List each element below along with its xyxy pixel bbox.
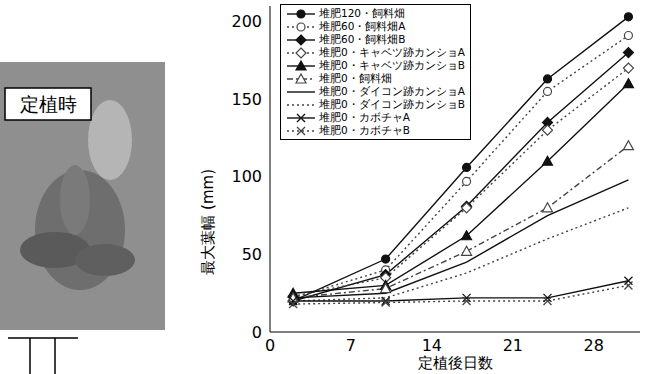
html-text:堆肥0・飼料畑: 堆肥0・飼料畑 <box>319 72 392 84</box>
svg-text:50: 50 <box>242 245 262 264</box>
html-text:堆肥0・カボチャA: 堆肥0・カボチャA <box>319 111 410 123</box>
svg-text:100: 100 <box>231 167 262 186</box>
html-text:堆肥60・飼料畑A: 堆肥60・飼料畑A <box>319 20 406 32</box>
html-text:堆肥0・キャベツ跡カンショA: 堆肥0・キャベツ跡カンショA <box>319 46 465 58</box>
svg-text:14: 14 <box>422 336 442 355</box>
svg-text:7: 7 <box>346 336 356 355</box>
svg-text:定植時: 定植時 <box>20 93 77 115</box>
svg-text:200: 200 <box>231 12 262 31</box>
svg-text:定植後日数: 定植後日数 <box>418 354 493 372</box>
html-text:堆肥0・キャベツ跡カンショB: 堆肥0・キャベツ跡カンショB <box>319 59 465 71</box>
svg-text:21: 21 <box>503 336 523 355</box>
html-text:堆肥0・ダイコン跡カンショB: 堆肥0・ダイコン跡カンショB <box>319 98 465 110</box>
svg-text:最大葉幅 (mm): 最大葉幅 (mm) <box>199 169 217 275</box>
svg-text:150: 150 <box>231 90 262 109</box>
html-text:堆肥60・飼料畑B: 堆肥60・飼料畑B <box>319 33 406 45</box>
svg-text:28: 28 <box>584 336 604 355</box>
html-text:堆肥0・ダイコン跡カンショA: 堆肥0・ダイコン跡カンショA <box>319 85 465 97</box>
html-text:堆肥120・飼料畑: 堆肥120・飼料畑 <box>319 7 405 19</box>
svg-text:0: 0 <box>252 323 262 342</box>
html-text:堆肥0・カボチャB: 堆肥0・カボチャB <box>319 124 410 136</box>
svg-text:0: 0 <box>265 336 275 355</box>
